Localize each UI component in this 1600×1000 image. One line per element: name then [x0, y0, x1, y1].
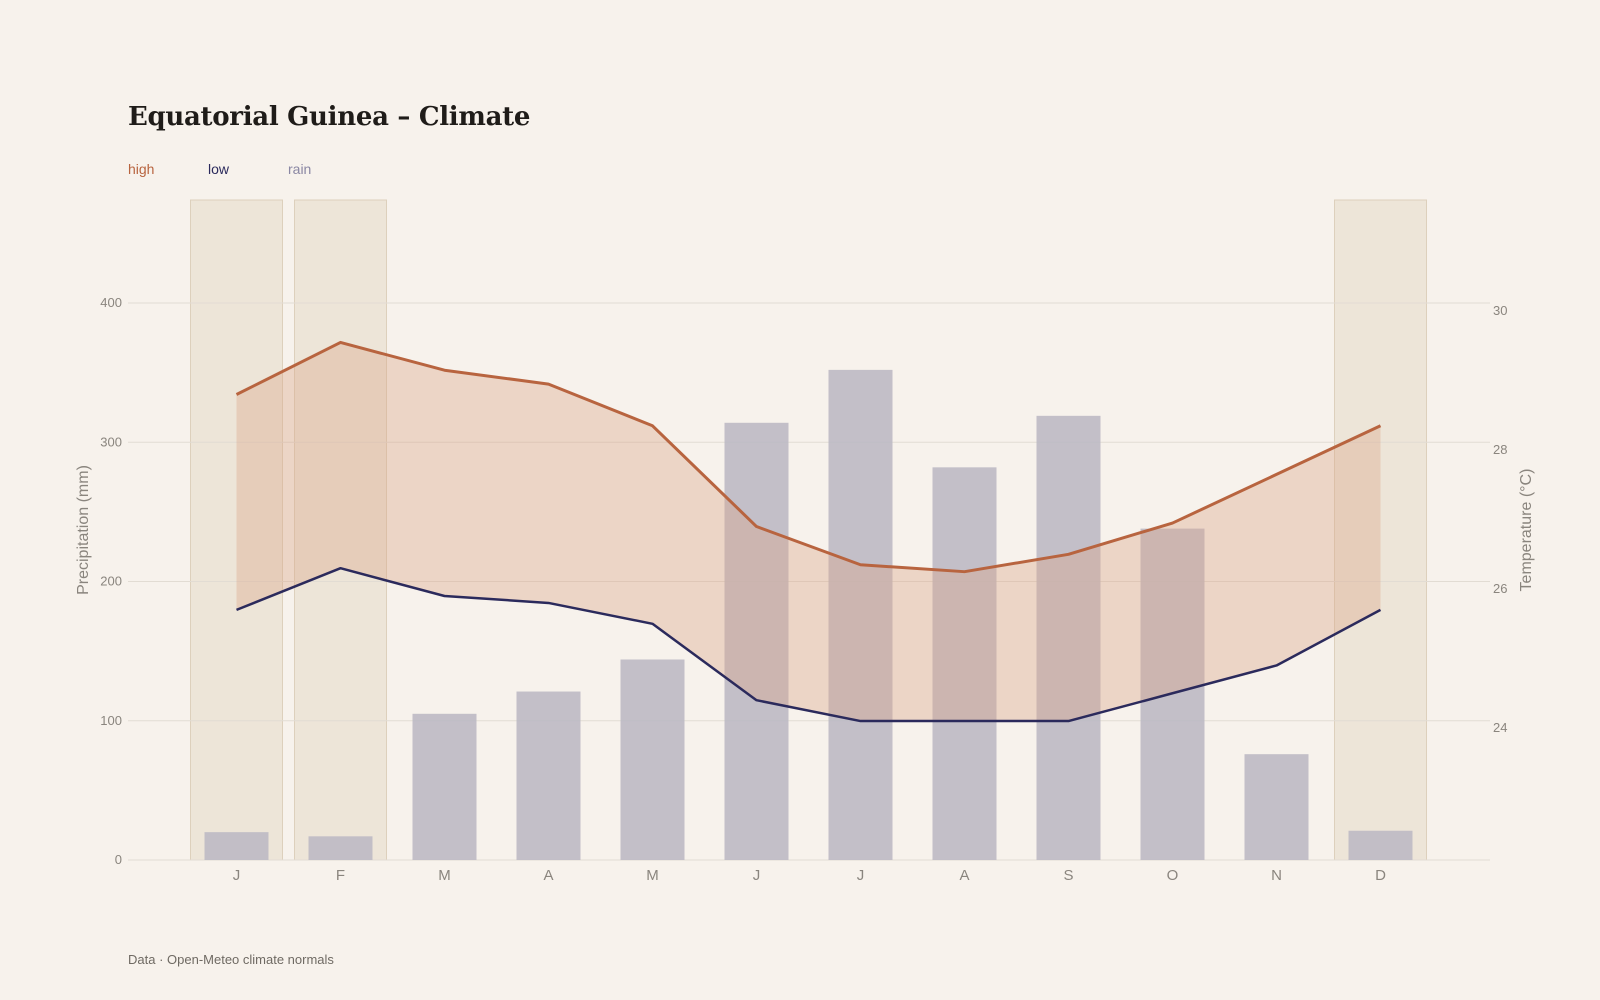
low-temperature-line — [236, 566, 1382, 723]
rain-bar — [204, 832, 269, 860]
season-highlight-1 — [294, 199, 387, 861]
x-tick-label: J — [233, 867, 241, 884]
x-tick-label: O — [1167, 867, 1179, 884]
x-tick-label: F — [336, 867, 345, 884]
y-left-tick-label: 300 — [100, 434, 122, 449]
x-tick-label: M — [646, 867, 659, 884]
chart-title: Equatorial Guinea – Climate — [128, 102, 531, 132]
season-highlight-0 — [190, 199, 283, 861]
rain-bar — [724, 422, 789, 860]
rain-bar — [1036, 415, 1101, 860]
legend-item-low: low — [208, 161, 230, 177]
x-tick-label: A — [959, 867, 969, 884]
rain-bars — [204, 369, 1413, 860]
x-tick-label: J — [753, 867, 761, 884]
season-highlight-11 — [1334, 199, 1427, 861]
source-note: Data · Open-Meteo climate normals — [128, 952, 334, 967]
legend-item-high: high — [128, 161, 155, 177]
y-right-tick-label: 24 — [1493, 720, 1507, 735]
y-right-tick-label: 28 — [1493, 442, 1507, 457]
rain-bar — [932, 467, 997, 860]
rain-bar — [308, 836, 373, 860]
high-temperature-line — [235, 340, 1382, 574]
x-tick-label: A — [543, 867, 553, 884]
y-left-axis-title: Precipitation (mm) — [75, 465, 92, 595]
rain-bar — [620, 659, 685, 860]
y-left-tick-label: 100 — [100, 713, 122, 728]
rain-bar — [516, 691, 581, 860]
y-left-tick-label: 200 — [100, 574, 122, 589]
temperature-range-band — [236, 342, 1381, 722]
y-left-tick-label: 400 — [100, 295, 122, 310]
x-tick-label: D — [1375, 867, 1386, 884]
season-shading — [190, 199, 1427, 861]
rain-bar — [412, 713, 477, 860]
legend-item-rain: rain — [288, 161, 312, 177]
y-right-axis-title: Temperature (°C) — [1518, 469, 1535, 592]
x-tick-label: S — [1063, 867, 1073, 884]
rain-bar — [1348, 830, 1413, 860]
rain-bar — [1244, 754, 1309, 860]
y-right-tick-label: 26 — [1493, 581, 1507, 596]
x-tick-label: N — [1271, 867, 1282, 884]
y-left-tick-label: 0 — [115, 852, 122, 867]
x-tick-label: M — [438, 867, 451, 884]
temperature-lines — [235, 340, 1382, 723]
temperature-band — [236, 342, 1381, 722]
axis-ticks: 0 100 200 300 400 24 26 28 30 J F M A M J J A S O N D — [100, 295, 1507, 884]
x-tick-label: J — [857, 867, 865, 884]
y-right-tick-label: 30 — [1493, 303, 1507, 318]
rain-bar — [828, 369, 893, 860]
